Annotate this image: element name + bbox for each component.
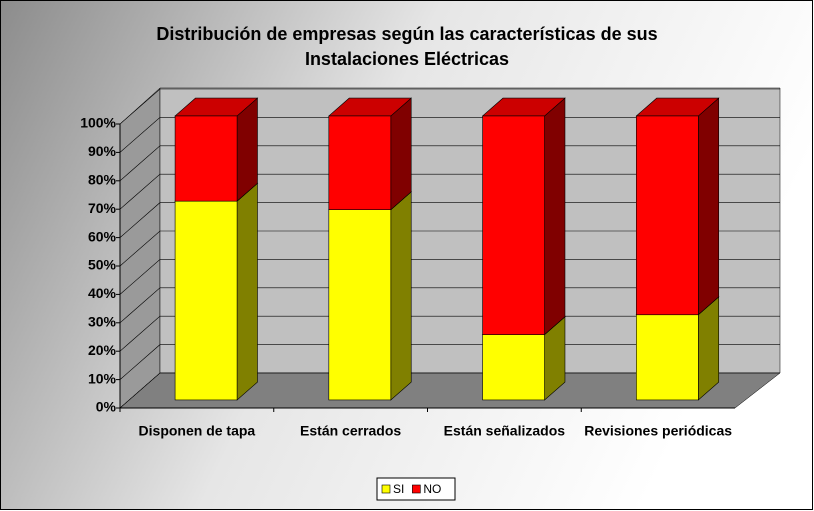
x-tick-label: Están cerrados bbox=[300, 423, 401, 439]
side-wall bbox=[119, 87, 161, 409]
x-tick-label: Están señalizados bbox=[444, 423, 566, 439]
y-tick-label: 70% bbox=[88, 200, 117, 216]
bar-side bbox=[390, 97, 412, 211]
bar bbox=[636, 314, 699, 401]
y-tick-label: 10% bbox=[88, 370, 117, 386]
bar bbox=[328, 209, 392, 401]
bar bbox=[328, 115, 392, 210]
grid-line bbox=[119, 259, 780, 295]
x-tick-label: Revisiones periódicas bbox=[584, 423, 732, 439]
y-tick-label: 60% bbox=[88, 228, 117, 244]
y-tick-label: 0% bbox=[96, 399, 117, 415]
bar bbox=[174, 115, 238, 202]
y-tick-label: 30% bbox=[88, 314, 117, 330]
grid-line bbox=[119, 230, 780, 267]
bar-side bbox=[544, 97, 566, 336]
y-tick-label: 20% bbox=[88, 342, 117, 358]
grid-line bbox=[119, 145, 780, 182]
grid-line bbox=[119, 202, 780, 238]
grid-line bbox=[119, 287, 780, 324]
y-tick-label: 100% bbox=[80, 115, 116, 131]
bar bbox=[636, 115, 699, 316]
bar bbox=[482, 115, 545, 335]
bar bbox=[482, 334, 545, 401]
bar-side bbox=[698, 97, 720, 316]
grid-line bbox=[119, 88, 780, 125]
bar-side bbox=[236, 182, 258, 401]
grid-line bbox=[119, 344, 780, 380]
bar-side bbox=[390, 191, 412, 401]
legend-swatch bbox=[412, 484, 421, 494]
grid-line bbox=[119, 372, 780, 409]
grid-line bbox=[119, 315, 780, 352]
bar bbox=[174, 200, 238, 401]
legend-label: SI bbox=[393, 482, 404, 496]
y-tick-label: 80% bbox=[88, 172, 117, 188]
chart-title: Distribución de empresas según las carac… bbox=[156, 24, 658, 69]
legend-swatch bbox=[381, 484, 391, 494]
y-tick-label: 90% bbox=[88, 143, 117, 159]
grid-line bbox=[119, 173, 780, 210]
x-tick-label: Disponen de tapa bbox=[139, 423, 256, 439]
y-tick-label: 40% bbox=[88, 285, 117, 301]
legend-label: NO bbox=[423, 482, 441, 496]
y-tick-label: 50% bbox=[88, 257, 117, 273]
grid-line bbox=[119, 117, 780, 153]
